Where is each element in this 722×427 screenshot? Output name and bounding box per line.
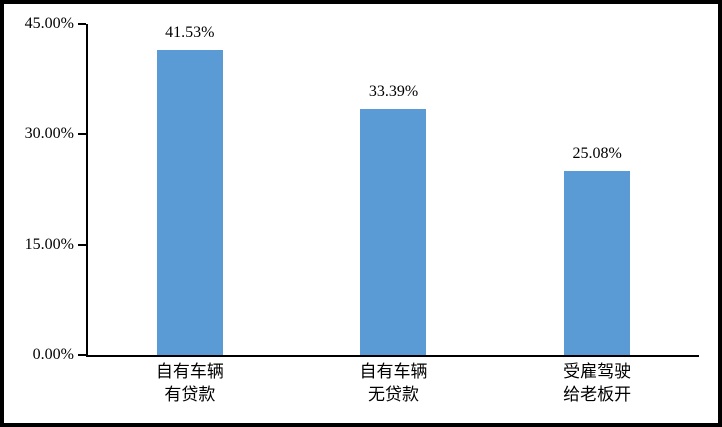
y-tick-label: 45.00% [24,15,74,32]
y-tick-mark [78,354,86,356]
bar-slot: 25.08% [495,24,699,355]
category-label: 自有车辆 无贷款 [359,362,428,404]
y-axis-line [86,24,88,355]
y-tick-mark [78,23,86,25]
x-axis-labels: 自有车辆 有贷款 自有车辆 无贷款 受雇驾驶 给老板开 [88,360,699,414]
bar-slot: 41.53% [88,24,292,355]
y-tick-mark [78,243,86,246]
bar [564,170,631,355]
bar [156,49,223,355]
bar-value-label: 41.53% [165,23,215,41]
y-tick-label: 0.00% [32,346,74,363]
bar-value-label: 33.39% [368,83,419,101]
category-label: 受雇驾驶 给老板开 [563,362,632,404]
y-tick-label: 30.00% [24,125,74,143]
y-axis: 0.00% 15.00% 30.00% 45.00% [0,16,88,363]
bar [360,109,427,355]
bar-value-label: 25.08% [572,144,622,162]
bar-slot: 33.39% [292,24,496,355]
plot-area: 41.53% 33.39% 25.08% [86,24,699,357]
x-axis-line [86,355,699,357]
y-tick-label: 15.00% [24,235,74,253]
y-tick-mark [78,133,86,136]
category-label: 自有车辆 有贷款 [155,362,224,404]
